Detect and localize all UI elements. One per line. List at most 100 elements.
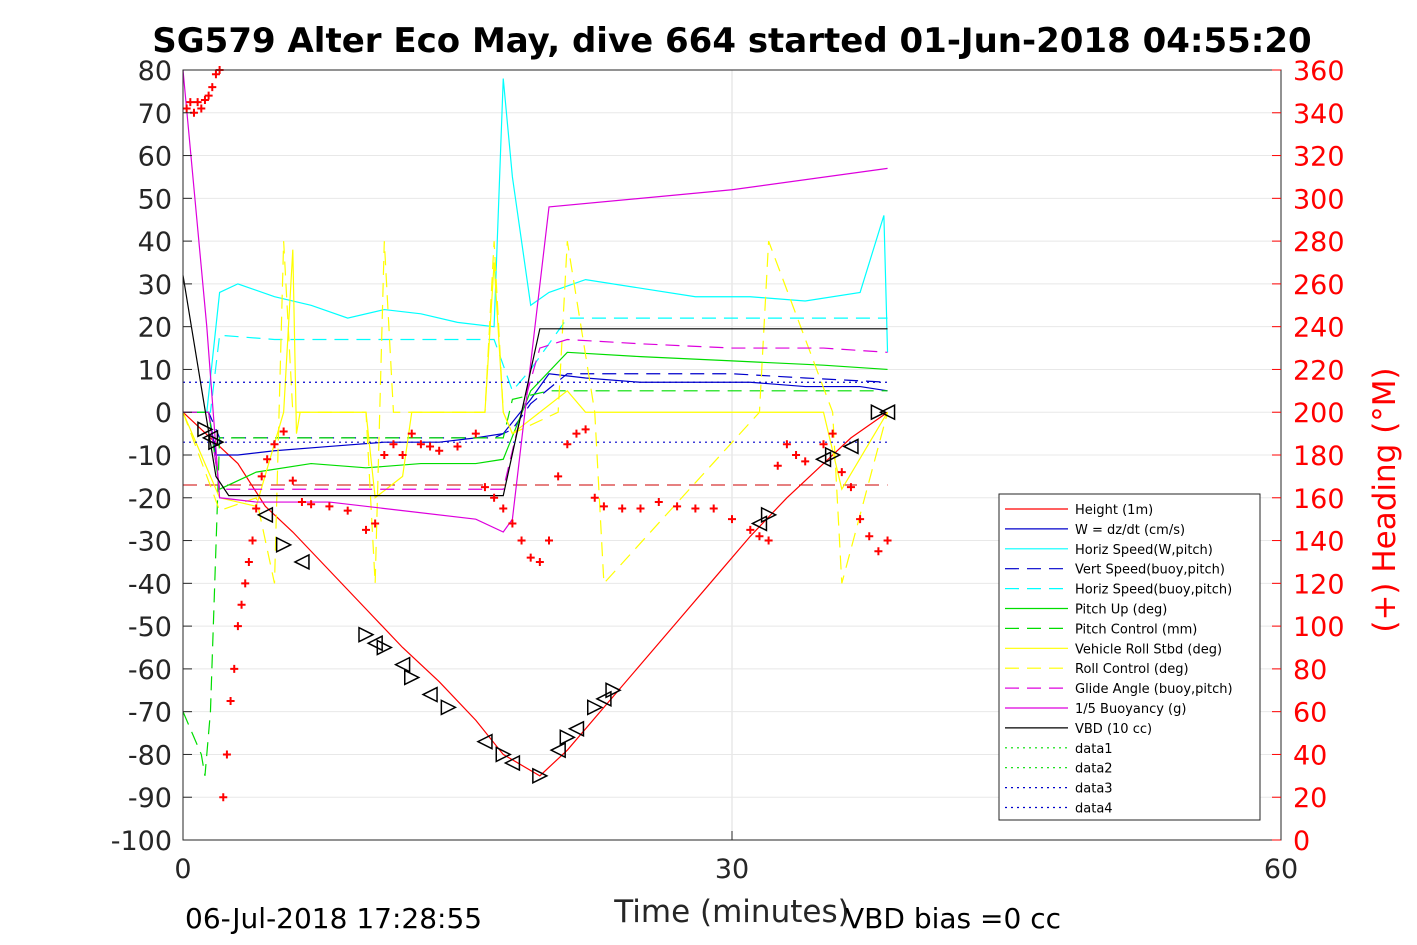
depth-marker xyxy=(760,506,778,524)
y-tick-label: -90 xyxy=(128,783,172,814)
right-tick-label: 0 xyxy=(1293,826,1310,857)
right-tick-label: 160 xyxy=(1293,484,1345,515)
y-tick-label: 80 xyxy=(138,56,172,87)
heading-point xyxy=(828,429,837,438)
legend-entry: 1/5 Buoyancy (g) xyxy=(1075,702,1186,717)
heading-point xyxy=(222,750,231,759)
heading-point xyxy=(237,600,246,609)
heading-point xyxy=(211,70,220,79)
series-line-4 xyxy=(183,317,888,413)
legend-entry: Horiz Speed(W,pitch) xyxy=(1075,543,1213,558)
heading-point xyxy=(426,442,435,451)
heading-point xyxy=(819,440,828,449)
legend-entry: data2 xyxy=(1075,762,1113,777)
right-tick-label: 200 xyxy=(1293,398,1345,429)
y-tick-label: 70 xyxy=(138,99,172,130)
depth-marker xyxy=(870,404,888,421)
marker-layer xyxy=(182,66,896,802)
legend: Height (1m) W = dz/dt (cm/s) Horiz Speed(W… xyxy=(998,493,1261,821)
y-tick-label: -10 xyxy=(128,441,172,472)
heading-point xyxy=(471,429,480,438)
heading-point xyxy=(709,504,718,513)
footer-date: 06-Jul-2018 17:28:55 xyxy=(185,902,482,935)
depth-marker xyxy=(567,720,585,737)
heading-point xyxy=(200,95,209,104)
right-tick-label: 180 xyxy=(1293,441,1345,472)
heading-point xyxy=(182,104,191,113)
depth-marker xyxy=(549,741,566,759)
heading-point xyxy=(480,483,489,492)
heading-point xyxy=(186,98,195,107)
heading-point xyxy=(219,793,228,802)
series-line-7 xyxy=(182,249,889,508)
depth-marker xyxy=(293,553,310,571)
heading-point xyxy=(563,440,572,449)
heading-point xyxy=(691,504,700,513)
series-line-6 xyxy=(182,390,888,776)
legend-entry: data3 xyxy=(1075,782,1113,797)
depth-marker xyxy=(393,656,411,673)
heading-point xyxy=(545,536,553,545)
heading-point xyxy=(572,429,581,438)
heading-point xyxy=(874,547,883,556)
legend-entry: Vehicle Roll Stbd (deg) xyxy=(1075,642,1222,657)
series-line-11 xyxy=(182,275,888,497)
heading-point xyxy=(435,446,444,455)
heading-point xyxy=(883,536,892,545)
depth-marker xyxy=(559,729,576,746)
legend-entry: Roll Control (deg) xyxy=(1075,662,1189,677)
right-tick-label: 280 xyxy=(1293,227,1345,258)
legend-entry: Glide Angle (buoy,pitch) xyxy=(1075,682,1233,697)
right-tick-label: 40 xyxy=(1293,740,1327,771)
y-tick-label: -100 xyxy=(111,826,172,857)
right-tick-label: 240 xyxy=(1293,313,1345,344)
y-tick-label: 30 xyxy=(138,270,172,301)
depth-marker xyxy=(275,536,293,554)
heading-point xyxy=(673,502,682,511)
heading-point xyxy=(856,515,865,524)
depth-marker xyxy=(197,421,214,438)
heading-point xyxy=(581,425,590,434)
heading-point xyxy=(499,504,508,513)
heading-point xyxy=(257,472,266,481)
series-line-10 xyxy=(182,69,888,533)
heading-point xyxy=(288,476,297,485)
y-tick-label: -70 xyxy=(128,698,172,729)
heading-point xyxy=(233,622,242,631)
chart-title: SG579 Alter Eco May, dive 664 started 01… xyxy=(152,21,1311,61)
depth-marker xyxy=(595,690,612,708)
legend-entry: data1 xyxy=(1075,742,1113,757)
legend-entry: Horiz Speed(buoy,pitch) xyxy=(1075,583,1232,598)
heading-point xyxy=(193,98,202,107)
depth-marker xyxy=(750,515,768,532)
heading-point xyxy=(343,506,352,515)
depth-marker xyxy=(376,639,393,656)
series-line-2 xyxy=(183,78,889,413)
heading-point xyxy=(636,504,645,513)
legend-entry: Vert Speed(buoy,pitch) xyxy=(1075,563,1225,578)
y-tick-label: -20 xyxy=(128,484,172,515)
heading-point xyxy=(517,536,526,545)
right-tick-label: 60 xyxy=(1293,698,1327,729)
heading-point xyxy=(746,525,755,534)
y-tick-label: -80 xyxy=(128,740,172,771)
depth-marker xyxy=(495,746,512,763)
heading-point xyxy=(554,472,563,481)
depth-marker xyxy=(503,754,521,772)
right-axis-label: (+) Heading (°M) xyxy=(1367,367,1403,632)
right-tick-label: 80 xyxy=(1293,655,1327,686)
heading-point xyxy=(252,504,261,513)
right-tick-label: 360 xyxy=(1293,56,1345,87)
heading-point xyxy=(362,525,370,534)
heading-point xyxy=(490,493,499,502)
depth-marker xyxy=(476,733,493,750)
depth-marker xyxy=(201,429,219,447)
heading-point xyxy=(407,429,416,438)
series-layer xyxy=(182,69,889,777)
right-tick-label: 140 xyxy=(1293,527,1345,558)
legend-entry: Height (1m) xyxy=(1075,503,1153,518)
heading-point xyxy=(398,451,407,459)
depth-marker xyxy=(878,404,896,421)
legend-entry: W = dz/dt (cm/s) xyxy=(1075,523,1185,538)
series-line-9 xyxy=(183,338,888,490)
